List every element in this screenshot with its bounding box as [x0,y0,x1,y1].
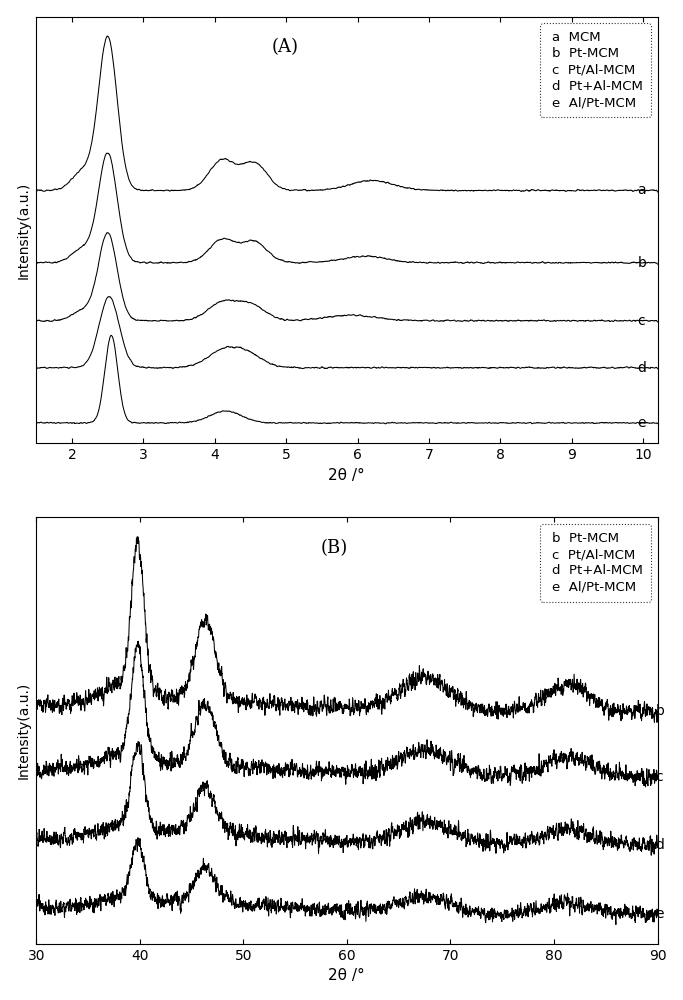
Legend: a  MCM, b  Pt-MCM, c  Pt/Al-MCM, d  Pt+Al-MCM, e  Al/Pt-MCM: a MCM, b Pt-MCM, c Pt/Al-MCM, d Pt+Al-MC… [540,23,651,117]
Text: b: b [656,704,665,718]
Text: (A): (A) [271,38,298,56]
Text: c: c [656,770,663,784]
Text: e: e [637,416,646,430]
Text: d: d [656,838,665,852]
Text: b: b [637,256,646,270]
Text: a: a [637,183,646,197]
Text: (B): (B) [321,539,348,557]
Text: c: c [637,314,645,328]
Text: d: d [637,361,646,375]
X-axis label: 2θ /°: 2θ /° [329,968,365,983]
Y-axis label: Intensity(a.u.): Intensity(a.u.) [16,181,31,279]
X-axis label: 2θ /°: 2θ /° [329,468,365,483]
Y-axis label: Intensity(a.u.): Intensity(a.u.) [16,682,31,779]
Legend: b  Pt-MCM, c  Pt/Al-MCM, d  Pt+Al-MCM, e  Al/Pt-MCM: b Pt-MCM, c Pt/Al-MCM, d Pt+Al-MCM, e Al… [540,524,651,602]
Text: e: e [656,907,664,921]
